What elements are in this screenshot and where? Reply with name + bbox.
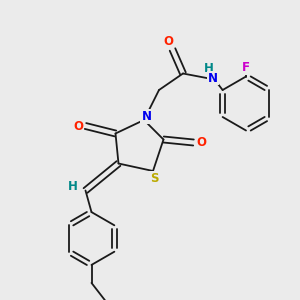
Text: S: S	[150, 172, 159, 185]
Text: O: O	[73, 119, 83, 133]
Text: H: H	[68, 180, 78, 194]
Text: O: O	[196, 136, 206, 149]
Text: N: N	[208, 71, 218, 85]
Text: N: N	[141, 110, 152, 123]
Text: O: O	[163, 34, 173, 48]
Text: F: F	[242, 61, 250, 74]
Text: H: H	[204, 61, 214, 75]
